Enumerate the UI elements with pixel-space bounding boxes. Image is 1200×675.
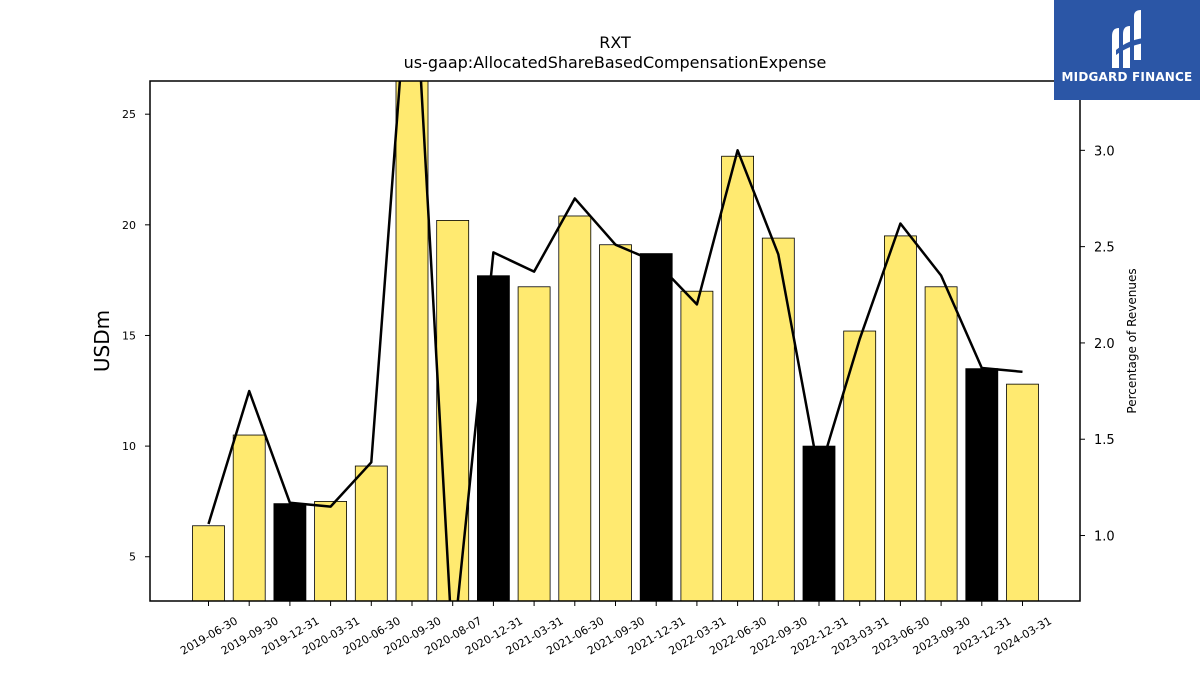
logo-text: MIDGARD FINANCE <box>1061 70 1193 84</box>
midgard-logo-icon <box>1112 10 1144 68</box>
bar <box>639 253 673 601</box>
y-tick-label: 25 <box>122 108 136 121</box>
chart-subtitle: us-gaap:AllocatedShareBasedCompensationE… <box>404 53 827 72</box>
y-tick-label: 15 <box>122 329 136 342</box>
bar <box>558 215 592 601</box>
bar <box>314 501 348 601</box>
y2-tick-label: 1.5 <box>1094 433 1115 448</box>
bar <box>965 368 999 601</box>
bar <box>721 155 754 601</box>
line-series-group <box>207 81 1023 601</box>
y-axis-label: USDm <box>90 310 114 372</box>
bar <box>354 465 388 601</box>
brand-logo: MIDGARD FINANCE <box>1054 0 1200 100</box>
bar <box>395 81 429 601</box>
bar <box>884 235 917 601</box>
y2-tick-label: 2.0 <box>1094 337 1115 352</box>
y2-tick-label: 1.0 <box>1094 530 1115 545</box>
y2-tick-label: 3.0 <box>1094 144 1115 159</box>
bar <box>599 244 632 601</box>
y-tick-label: 5 <box>129 551 136 564</box>
y2-axis-label: Percentage of Revenues <box>1125 268 1139 413</box>
y-tick-label: 10 <box>122 440 136 453</box>
y2-tick-label: 2.5 <box>1094 241 1115 256</box>
bar <box>192 525 225 601</box>
bar <box>232 434 266 601</box>
bar <box>517 286 551 601</box>
bar <box>924 286 958 601</box>
plot-area: 5101520251.01.52.02.53.02019-06-302019-0… <box>122 80 1115 658</box>
bar <box>761 237 795 601</box>
bar <box>273 503 307 601</box>
bar <box>476 275 510 601</box>
bar-series <box>192 81 1039 601</box>
bar <box>680 290 714 601</box>
percentage-line <box>207 81 1023 601</box>
bar <box>1006 383 1039 601</box>
bar <box>843 330 877 601</box>
chart-title: RXT <box>599 33 631 52</box>
y-tick-label: 20 <box>122 219 136 232</box>
